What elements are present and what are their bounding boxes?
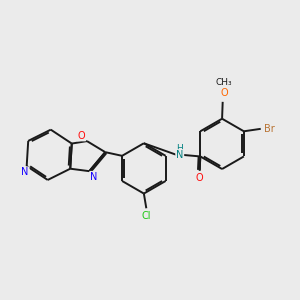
Text: N: N [90, 172, 98, 182]
Text: Br: Br [264, 124, 274, 134]
Text: O: O [78, 130, 85, 141]
Text: N: N [176, 150, 183, 160]
Text: Cl: Cl [142, 211, 151, 220]
Text: H: H [176, 144, 183, 153]
Text: O: O [196, 173, 203, 183]
Text: N: N [22, 167, 29, 177]
Text: O: O [220, 88, 228, 98]
Text: CH₃: CH₃ [216, 78, 232, 87]
